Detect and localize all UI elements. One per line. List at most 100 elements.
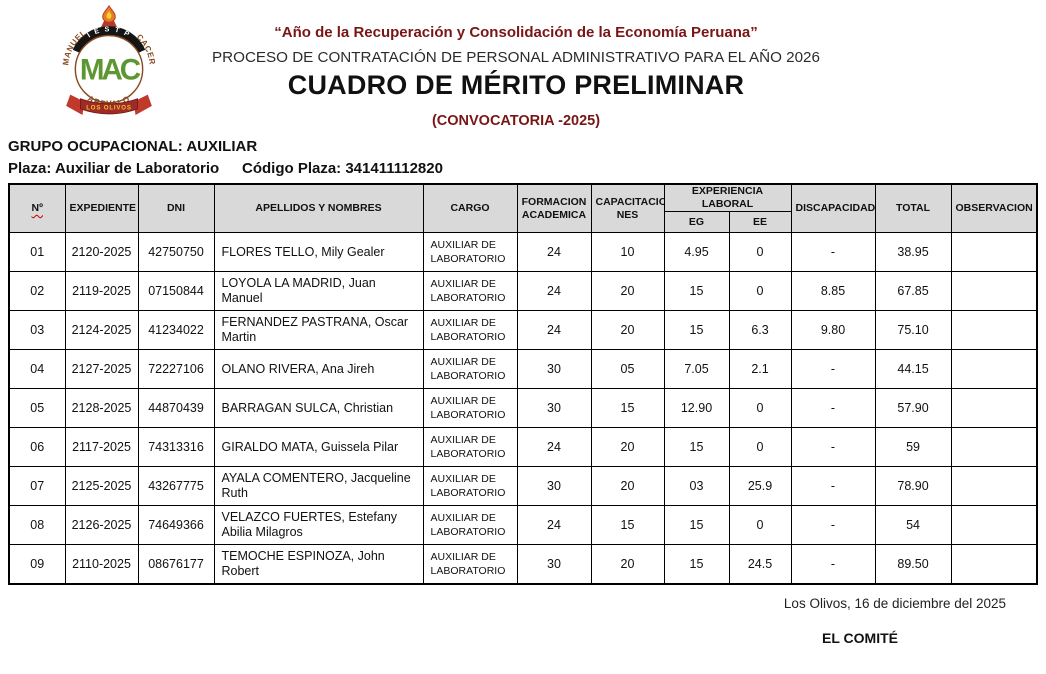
process-line: PROCESO DE CONTRATACIÓN DE PERSONAL ADMI… [212, 49, 820, 66]
cell-expediente: 2110-2025 [64, 544, 139, 585]
cell-ee: 25.9 [728, 466, 792, 507]
table-row: 07 2125-2025 43267775 AYALA COMENTERO, J… [8, 466, 1038, 507]
col-header-discapacidad: DISCAPACIDAD [790, 183, 876, 234]
table-row: 09 2110-2025 08676177 TEMOCHE ESPINOZA, … [8, 544, 1038, 585]
cell-cargo: AUXILIAR DE LABORATORIO [422, 544, 518, 585]
cell-expediente: 2124-2025 [64, 310, 139, 351]
institution-logo-emblem: I E S T P MANUEL CACERES AREVALO MAC LOS… [55, 0, 156, 116]
cell-cargo: AUXILIAR DE LABORATORIO [422, 466, 518, 507]
cell-capacitaciones: 05 [590, 349, 665, 390]
cell-observacion [950, 349, 1038, 390]
cell-observacion [950, 466, 1038, 507]
col-header-total: TOTAL [874, 183, 952, 234]
cell-expediente: 2128-2025 [64, 388, 139, 429]
col-header-capacitaciones: CAPACITACIO NES [590, 183, 665, 234]
cell-nombres: OLANO RIVERA, Ana Jireh [213, 349, 424, 390]
cell-n: 02 [8, 271, 66, 312]
cell-observacion [950, 310, 1038, 351]
cell-ee: 0 [728, 505, 792, 546]
cell-dni: 44870439 [137, 388, 215, 429]
logo-disc [74, 34, 144, 104]
table-row: 01 2120-2025 42750750 FLORES TELLO, Mily… [8, 232, 1038, 273]
table-header: Nº EXPEDIENTE DNI APELLIDOS Y NOMBRES CA… [8, 183, 1038, 234]
cell-cargo: AUXILIAR DE LABORATORIO [422, 310, 518, 351]
cell-discapacidad: 8.85 [790, 271, 876, 312]
cell-dni: 07150844 [137, 271, 215, 312]
col-header-n: Nº [8, 183, 66, 234]
cell-nombres: FERNANDEZ PASTRANA, Oscar Martin [213, 310, 424, 351]
col-header-experiencia: EXPERIENCIA LABORAL [663, 183, 792, 213]
table-row: 05 2128-2025 44870439 BARRAGAN SULCA, Ch… [8, 388, 1038, 429]
cell-eg: 15 [663, 271, 730, 312]
cell-eg: 15 [663, 544, 730, 585]
cell-formacion: 24 [516, 427, 592, 468]
institution-logo: I E S T P MANUEL CACERES AREVALO MAC LOS… [55, 0, 160, 120]
cell-n: 06 [8, 427, 66, 468]
convocatoria-line: (CONVOCATORIA -2025) [431, 113, 601, 129]
cell-capacitaciones: 20 [590, 271, 665, 312]
cell-discapacidad: - [790, 388, 876, 429]
cell-dni: 43267775 [137, 466, 215, 507]
cell-total: 57.90 [874, 388, 952, 429]
cell-formacion: 30 [516, 349, 592, 390]
col-header-formacion: FORMACION ACADEMICA [516, 183, 592, 234]
occupational-group-label: GRUPO OCUPACIONAL: AUXILIAR [8, 138, 258, 155]
plaza-label: Plaza: Auxiliar de Laboratorio [8, 160, 220, 177]
table-row: 08 2126-2025 74649366 VELAZCO FUERTES, E… [8, 505, 1038, 546]
cell-expediente: 2126-2025 [64, 505, 139, 546]
cell-dni: 42750750 [137, 232, 215, 273]
cell-eg: 15 [663, 310, 730, 351]
table-row: 04 2127-2025 72227106 OLANO RIVERA, Ana … [8, 349, 1038, 390]
cell-nombres: TEMOCHE ESPINOZA, John Robert [213, 544, 424, 585]
cell-nombres: BARRAGAN SULCA, Christian [213, 388, 424, 429]
cell-discapacidad: - [790, 505, 876, 546]
cell-cargo: AUXILIAR DE LABORATORIO [422, 427, 518, 468]
cell-expediente: 2117-2025 [64, 427, 139, 468]
ribbon-tail-left [66, 94, 85, 116]
cell-dni: 74649366 [137, 505, 215, 546]
cell-ee: 0 [728, 271, 792, 312]
cell-total: 54 [874, 505, 952, 546]
cell-n: 08 [8, 505, 66, 546]
plaza-code-label: Código Plaza: 341411112820 [242, 160, 443, 177]
cell-ee: 0 [728, 232, 792, 273]
logo-monogram: MAC [80, 53, 141, 86]
cell-capacitaciones: 15 [590, 505, 665, 546]
cell-eg: 15 [663, 427, 730, 468]
cell-expediente: 2120-2025 [64, 232, 139, 273]
cell-discapacidad: 9.80 [790, 310, 876, 351]
cell-expediente: 2125-2025 [64, 466, 139, 507]
cell-eg: 4.95 [663, 232, 730, 273]
col-header-nombres: APELLIDOS Y NOMBRES [213, 183, 424, 234]
table-row: 06 2117-2025 74313316 GIRALDO MATA, Guis… [8, 427, 1038, 468]
year-quote-line: “Año de la Recuperación y Consolidación … [274, 24, 758, 41]
cell-observacion [950, 232, 1038, 273]
cell-nombres: FLORES TELLO, Mily Gealer [213, 232, 424, 273]
cell-formacion: 24 [516, 271, 592, 312]
cell-ee: 2.1 [728, 349, 792, 390]
cell-n: 05 [8, 388, 66, 429]
cell-cargo: AUXILIAR DE LABORATORIO [422, 388, 518, 429]
cell-total: 59 [874, 427, 952, 468]
cell-capacitaciones: 15 [590, 388, 665, 429]
col-header-cargo: CARGO [422, 183, 518, 234]
cell-dni: 74313316 [137, 427, 215, 468]
cell-formacion: 30 [516, 466, 592, 507]
cell-dni: 72227106 [137, 349, 215, 390]
cell-observacion [950, 427, 1038, 468]
cell-eg: 15 [663, 505, 730, 546]
cell-discapacidad: - [790, 544, 876, 585]
cell-dni: 41234022 [137, 310, 215, 351]
col-header-dni: DNI [137, 183, 215, 234]
cell-nombres: VELAZCO FUERTES, Estefany Abilia Milagro… [213, 505, 424, 546]
cell-observacion [950, 544, 1038, 585]
cell-total: 44.15 [874, 349, 952, 390]
cell-eg: 03 [663, 466, 730, 507]
table-row: 02 2119-2025 07150844 LOYOLA LA MADRID, … [8, 271, 1038, 312]
cell-observacion [950, 505, 1038, 546]
cell-discapacidad: - [790, 466, 876, 507]
cell-capacitaciones: 10 [590, 232, 665, 273]
cell-expediente: 2127-2025 [64, 349, 139, 390]
cell-cargo: AUXILIAR DE LABORATORIO [422, 271, 518, 312]
